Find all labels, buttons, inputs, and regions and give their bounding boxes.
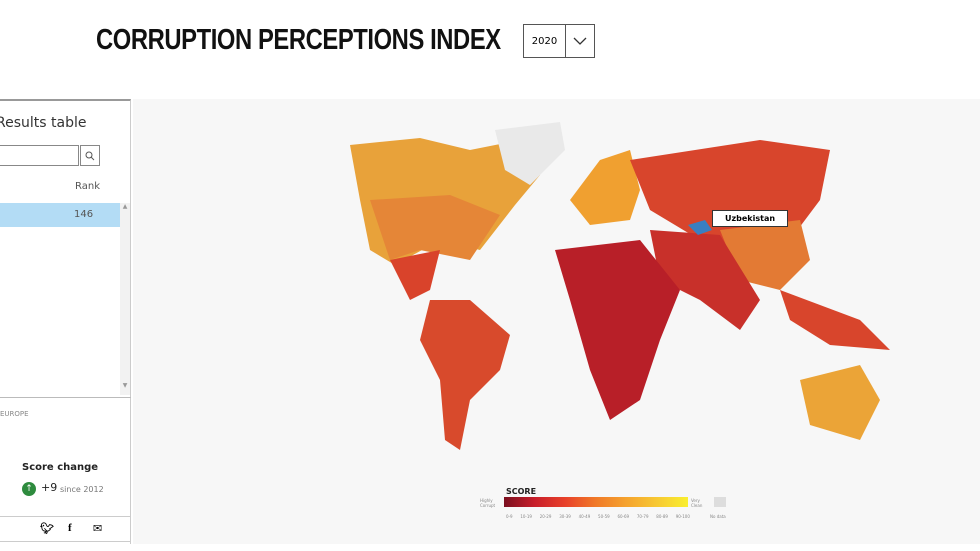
- share-bar: 🐦︎ f ✉: [0, 516, 131, 542]
- twitter-icon[interactable]: 🐦︎: [40, 522, 54, 535]
- legend-range: 90-100: [675, 514, 690, 519]
- results-table-title: Results table: [0, 115, 87, 131]
- region-label: EUROPE: [0, 410, 29, 418]
- south-america[interactable]: [420, 300, 510, 450]
- legend-range: 80-89: [656, 514, 668, 519]
- legend-range: 50-59: [598, 514, 610, 519]
- search-input[interactable]: [0, 145, 79, 166]
- divider: [0, 397, 131, 398]
- scrollbar[interactable]: ▲ ▼: [120, 203, 130, 395]
- greenland: [495, 122, 565, 185]
- search-button[interactable]: [80, 145, 100, 166]
- score-legend: SCORE Highly Corrupt Very Clean 0-9 10-1…: [480, 485, 740, 525]
- legend-low: Highly Corrupt: [480, 498, 496, 508]
- score-change-label: Score change: [22, 462, 99, 473]
- year-value: 2020: [524, 25, 566, 57]
- results-panel: Results table Rank 146 ▲ ▼ EUROPE Score c…: [0, 99, 131, 544]
- legend-range: 20-29: [539, 514, 552, 519]
- legend-no-data: No data: [710, 514, 726, 519]
- score-change-value: +9: [41, 481, 58, 494]
- europe[interactable]: [570, 150, 640, 225]
- since-label: since 2012: [60, 485, 104, 494]
- legend-range: 60-69: [617, 514, 630, 519]
- africa[interactable]: [555, 240, 680, 420]
- southeast-asia[interactable]: [780, 290, 890, 350]
- country-tooltip: Uzbekistan: [712, 210, 789, 227]
- chevron-down-icon: [566, 25, 594, 57]
- table-row[interactable]: 146: [0, 203, 120, 227]
- no-data-swatch: [714, 497, 726, 507]
- facebook-icon[interactable]: f: [68, 522, 72, 534]
- australia[interactable]: [800, 365, 880, 440]
- north-america[interactable]: [350, 138, 540, 300]
- legend-range: 0-9: [506, 514, 513, 519]
- email-icon[interactable]: ✉: [93, 522, 103, 535]
- world-map[interactable]: [133, 99, 980, 544]
- arrow-up-icon: ↑: [22, 482, 36, 496]
- middle-east-south-asia[interactable]: [650, 230, 760, 330]
- rank-value: 146: [74, 209, 94, 220]
- legend-high: Very Clean: [691, 498, 703, 508]
- legend-range: 70-79: [636, 514, 649, 519]
- legend-range: 40-49: [578, 514, 591, 519]
- page-title: CORRUPTION PERCEPTIONS INDEX: [96, 24, 501, 56]
- rank-header: Rank: [75, 181, 100, 192]
- search-icon: [85, 146, 95, 165]
- legend-gradient: [504, 497, 688, 507]
- legend-range: 30-39: [559, 514, 571, 519]
- legend-range: 10-19: [520, 514, 532, 519]
- legend-title: SCORE: [506, 487, 537, 496]
- country-uzbekistan[interactable]: [688, 220, 712, 235]
- year-select[interactable]: 2020: [523, 24, 595, 58]
